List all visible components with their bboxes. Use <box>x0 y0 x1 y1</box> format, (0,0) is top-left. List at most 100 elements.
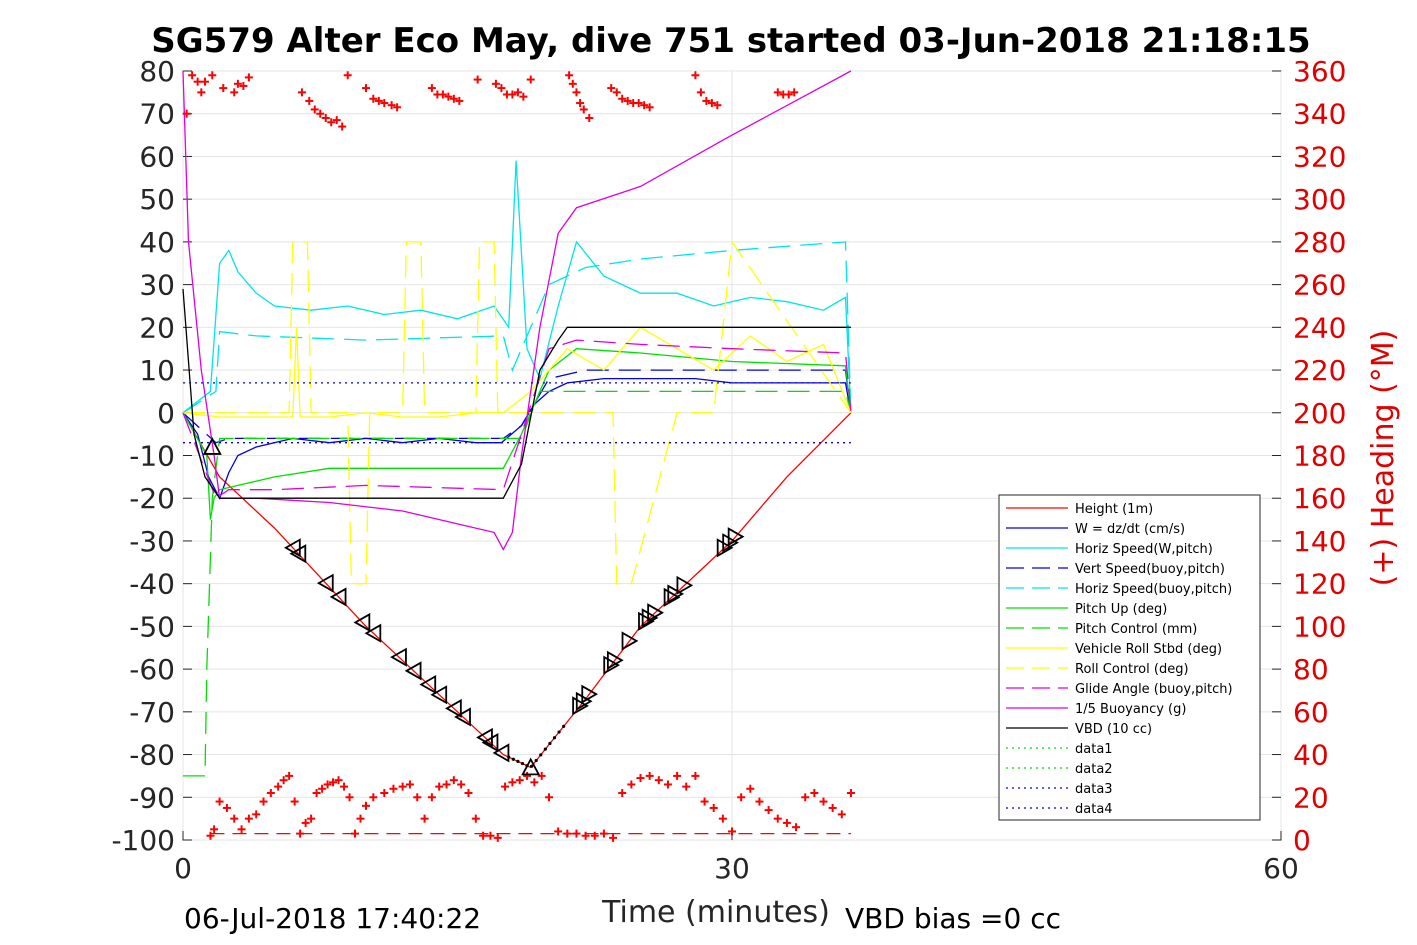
right-axis-label: (+) Heading (°M) <box>1366 330 1401 587</box>
heading-point <box>323 780 332 789</box>
triangle-marker <box>481 733 499 753</box>
left-tick-label: 70 <box>139 98 175 131</box>
heading-point <box>618 94 627 103</box>
heading-point <box>663 780 672 789</box>
heading-point <box>455 96 464 105</box>
heading-point <box>837 810 846 819</box>
heading-point <box>290 797 299 806</box>
profile-dot <box>539 753 543 757</box>
heading-point <box>398 782 407 791</box>
heading-point <box>222 803 231 812</box>
legend-label: data3 <box>1075 782 1113 797</box>
series-line-3 <box>182 369 852 444</box>
triangle-marker <box>667 584 685 604</box>
left-tick-label: 20 <box>139 311 175 344</box>
heading-point <box>746 784 755 793</box>
triangle-marker <box>603 655 621 675</box>
heading-point <box>239 81 248 90</box>
heading-point <box>537 771 546 780</box>
heading-point <box>579 105 588 114</box>
heading-point <box>707 99 716 108</box>
heading-point <box>442 780 451 789</box>
heading-point <box>828 803 837 812</box>
triangle-marker <box>445 698 462 718</box>
triangle-marker <box>329 587 347 607</box>
heading-point <box>310 105 319 114</box>
heading-point <box>438 90 447 99</box>
right-tick-label: 160 <box>1293 482 1346 515</box>
triangle-marker <box>430 685 448 705</box>
heading-point <box>636 774 645 783</box>
heading-point <box>305 96 314 105</box>
heading-point <box>654 776 663 785</box>
heading-point <box>297 88 306 97</box>
heading-point <box>784 90 793 99</box>
series-line-7 <box>182 326 852 418</box>
left-tick-label: 80 <box>139 55 175 88</box>
heading-point <box>244 814 253 823</box>
heading-point <box>457 780 466 789</box>
heading-point <box>497 84 506 93</box>
profile-dot <box>516 759 520 763</box>
legend-label: 1/5 Buoyancy (g) <box>1075 702 1186 717</box>
heading-point <box>645 771 654 780</box>
left-tick-label: 0 <box>157 397 175 430</box>
heading-point <box>321 113 330 122</box>
heading-point <box>755 797 764 806</box>
heading-point <box>332 116 341 125</box>
series-line-9 <box>182 339 852 500</box>
heading-point <box>244 73 253 82</box>
left-tick-label: 50 <box>139 183 175 216</box>
heading-point <box>393 103 402 112</box>
heading-point <box>609 833 618 842</box>
footer-date: 06-Jul-2018 17:40:22 <box>184 902 481 935</box>
triangle-marker <box>722 533 739 553</box>
heading-point <box>565 71 574 80</box>
heading-point <box>316 109 325 118</box>
heading-point <box>718 814 727 823</box>
triangle-marker <box>404 661 422 681</box>
heading-point <box>307 814 316 823</box>
profile-dot <box>511 757 515 761</box>
right-axis-ticks: 3603403203002802602402202001801601401201… <box>1272 55 1346 857</box>
heading-point <box>682 782 691 791</box>
x-tick-label: 0 <box>174 852 192 885</box>
profile-dot <box>548 741 552 746</box>
legend-label: Horiz Speed(W,pitch) <box>1075 542 1213 557</box>
right-tick-label: 100 <box>1293 610 1346 643</box>
heading-point <box>491 79 500 88</box>
heading-point <box>200 77 209 86</box>
heading-point <box>444 92 453 101</box>
left-tick-label: -30 <box>129 525 175 558</box>
heading-point <box>607 84 616 93</box>
heading-markers <box>182 71 855 842</box>
right-tick-label: 200 <box>1293 397 1346 430</box>
left-tick-label: -80 <box>129 739 175 772</box>
heading-point <box>640 101 649 110</box>
left-tick-label: 10 <box>139 354 175 387</box>
heading-point <box>572 88 581 97</box>
heading-point <box>374 96 383 105</box>
triangle-marker <box>202 437 222 455</box>
heading-point <box>713 101 722 110</box>
right-tick-label: 280 <box>1293 226 1346 259</box>
heading-point <box>508 90 517 99</box>
right-tick-label: 180 <box>1293 440 1346 473</box>
x-axis-label: Time (minutes) <box>601 895 830 930</box>
right-tick-label: 0 <box>1293 824 1311 857</box>
heading-point <box>801 793 810 802</box>
heading-point <box>513 88 522 97</box>
profile-dot <box>520 761 525 766</box>
legend-label: Pitch Up (deg) <box>1075 602 1167 617</box>
heading-point <box>259 797 268 806</box>
triangle-marker <box>663 587 681 607</box>
heading-point <box>449 94 458 103</box>
heading-point <box>343 71 352 80</box>
legend-label: VBD (10 cc) <box>1075 722 1152 737</box>
heading-point <box>362 801 370 810</box>
heading-point <box>673 771 682 780</box>
heading-point <box>405 780 414 789</box>
right-tick-label: 140 <box>1293 525 1346 558</box>
heading-point <box>210 825 219 834</box>
right-tick-label: 320 <box>1293 140 1346 173</box>
